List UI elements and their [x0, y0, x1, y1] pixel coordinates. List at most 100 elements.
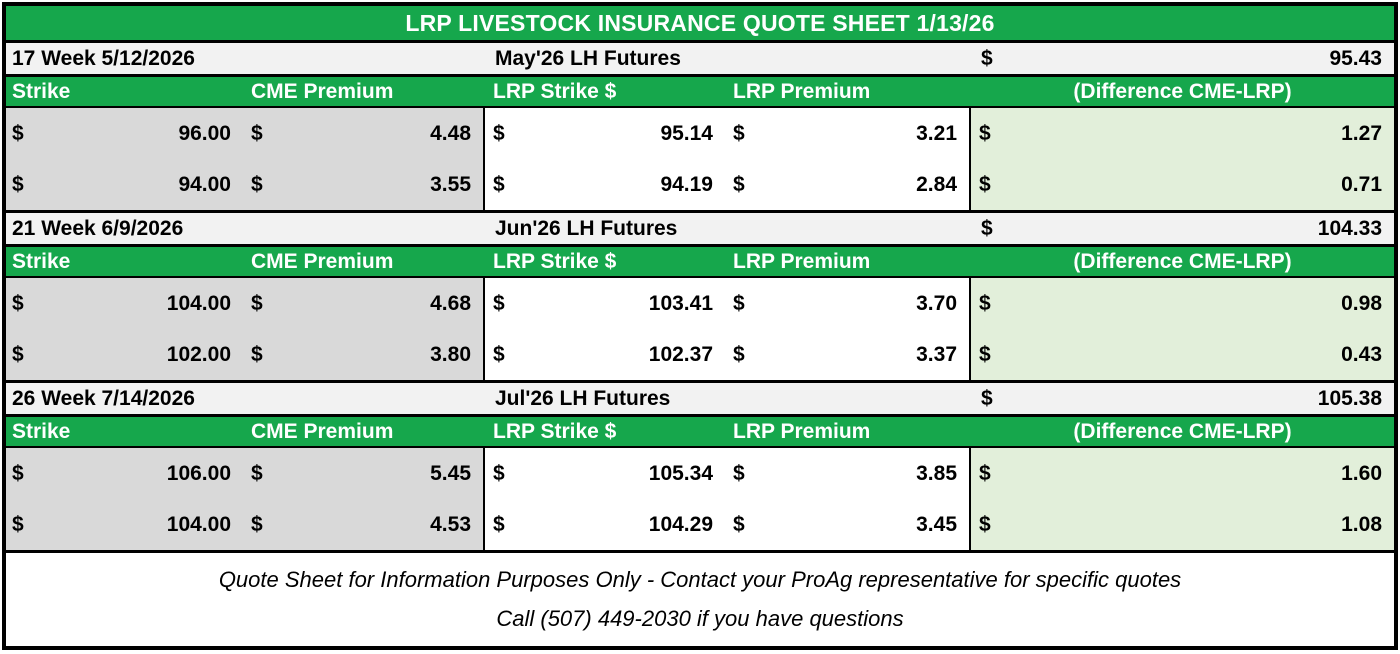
currency-symbol: $	[251, 121, 263, 145]
futures-price: $ 105.38	[971, 387, 1394, 411]
lrp-strike-cell: $ 94.19	[485, 159, 725, 210]
strike-cell: $ 96.00	[6, 108, 243, 159]
currency-symbol: $	[251, 172, 263, 196]
currency-symbol: $	[979, 121, 991, 145]
column-header-cme-premium: CME Premium	[251, 419, 394, 443]
lrp-premium-value: 2.84	[916, 172, 957, 196]
column-header-cme-premium: CME Premium	[251, 79, 394, 103]
currency-symbol: $	[979, 291, 991, 315]
lrp-premium-cell: $ 3.70	[725, 278, 971, 329]
futures-label: Jun'26 LH Futures	[495, 216, 678, 240]
currency-symbol: $	[733, 342, 745, 366]
cme-premium-cell: $ 5.45	[243, 448, 485, 499]
currency-symbol: $	[733, 512, 745, 536]
difference-cell: $ 1.60	[971, 448, 1394, 499]
lrp-premium-cell: $ 3.21	[725, 108, 971, 159]
lrp-strike-cell: $ 102.37	[485, 329, 725, 380]
column-header-lrp-strike: LRP Strike $	[493, 419, 617, 443]
lrp-premium-value: 3.21	[916, 121, 957, 145]
futures-price: $ 95.43	[971, 47, 1394, 71]
difference-cell: $ 1.27	[971, 108, 1394, 159]
currency-symbol: $	[979, 512, 991, 536]
column-header-cme-premium: CME Premium	[251, 249, 394, 273]
cme-premium-value: 4.68	[430, 291, 471, 315]
footer: Quote Sheet for Information Purposes Onl…	[6, 553, 1394, 646]
strike-cell: $ 104.00	[6, 278, 243, 329]
cme-premium-cell: $ 4.53	[243, 499, 485, 550]
futures-price-value: 104.33	[1317, 216, 1382, 240]
week-label: 17 Week 5/12/2026	[12, 46, 195, 70]
cme-premium-cell: $ 4.68	[243, 278, 485, 329]
difference-value: 1.08	[1341, 512, 1382, 536]
futures-label: May'26 LH Futures	[495, 46, 681, 70]
strike-value: 94.00	[178, 172, 231, 196]
lrp-strike-value: 104.29	[648, 512, 713, 536]
currency-symbol: $	[493, 512, 505, 536]
footer-phone: Call (507) 449-2030 if you have question…	[496, 606, 904, 632]
lrp-strike-cell: $ 104.29	[485, 499, 725, 550]
lrp-premium-value: 3.85	[916, 461, 957, 485]
footer-disclaimer: Quote Sheet for Information Purposes Onl…	[218, 566, 1182, 592]
lrp-premium-cell: $ 3.37	[725, 329, 971, 380]
futures-label: Jul'26 LH Futures	[495, 386, 671, 410]
column-header-lrp-strike: LRP Strike $	[493, 79, 617, 103]
currency-symbol: $	[12, 342, 24, 366]
futures-price-value: 105.38	[1317, 386, 1382, 410]
futures-price: $ 104.33	[971, 217, 1394, 241]
cme-premium-value: 3.55	[430, 172, 471, 196]
cme-premium-value: 5.45	[430, 461, 471, 485]
cme-premium-value: 4.53	[430, 512, 471, 536]
currency-symbol: $	[981, 46, 993, 70]
currency-symbol: $	[733, 291, 745, 315]
currency-symbol: $	[251, 342, 263, 366]
strike-cell: $ 94.00	[6, 159, 243, 210]
lrp-premium-value: 3.45	[916, 512, 957, 536]
lrp-premium-cell: $ 3.85	[725, 448, 971, 499]
section-3-data-block: $ 106.00 $ 104.00 $ 5.45 $ 4.53 $ 105.34…	[6, 448, 1394, 553]
column-header-lrp-premium: LRP Premium	[733, 79, 871, 103]
cme-premium-cell: $ 3.55	[243, 159, 485, 210]
section-2-column-header-row: Strike CME Premium LRP Strike $ LRP Prem…	[6, 247, 1394, 278]
currency-symbol: $	[251, 291, 263, 315]
currency-symbol: $	[979, 172, 991, 196]
difference-cell: $ 0.71	[971, 159, 1394, 210]
currency-symbol: $	[493, 291, 505, 315]
lrp-strike-value: 105.34	[648, 461, 713, 485]
column-header-strike: Strike	[12, 419, 71, 443]
lrp-strike-value: 103.41	[648, 291, 713, 315]
section-3-header-row: 26 Week 7/14/2026 Jul'26 LH Futures $ 10…	[6, 383, 1394, 417]
difference-cell: $ 1.08	[971, 499, 1394, 550]
cme-premium-cell: $ 4.48	[243, 108, 485, 159]
difference-value: 0.43	[1341, 342, 1382, 366]
section-2-data-block: $ 104.00 $ 102.00 $ 4.68 $ 3.80 $ 103.41…	[6, 278, 1394, 383]
lrp-strike-value: 95.14	[660, 121, 713, 145]
strike-cell: $ 102.00	[6, 329, 243, 380]
currency-symbol: $	[12, 291, 24, 315]
week-label: 21 Week 6/9/2026	[12, 216, 184, 240]
currency-symbol: $	[251, 512, 263, 536]
column-header-lrp-premium: LRP Premium	[733, 249, 871, 273]
column-header-difference: (Difference CME-LRP)	[1073, 79, 1292, 103]
column-header-lrp-strike: LRP Strike $	[493, 249, 617, 273]
difference-value: 1.60	[1341, 461, 1382, 485]
strike-value: 104.00	[166, 512, 231, 536]
difference-value: 1.27	[1341, 121, 1382, 145]
lrp-premium-value: 3.70	[916, 291, 957, 315]
lrp-premium-value: 3.37	[916, 342, 957, 366]
difference-cell: $ 0.98	[971, 278, 1394, 329]
difference-value: 0.71	[1341, 172, 1382, 196]
cme-premium-value: 3.80	[430, 342, 471, 366]
cme-premium-value: 4.48	[430, 121, 471, 145]
section-1-data-block: $ 96.00 $ 94.00 $ 4.48 $ 3.55 $ 95.14 $ …	[6, 108, 1394, 213]
lrp-strike-cell: $ 95.14	[485, 108, 725, 159]
section-1-column-header-row: Strike CME Premium LRP Strike $ LRP Prem…	[6, 77, 1394, 108]
sheet-title-bar: LRP LIVESTOCK INSURANCE QUOTE SHEET 1/13…	[6, 6, 1394, 43]
currency-symbol: $	[12, 121, 24, 145]
strike-value: 104.00	[166, 291, 231, 315]
difference-value: 0.98	[1341, 291, 1382, 315]
strike-value: 102.00	[166, 342, 231, 366]
currency-symbol: $	[493, 121, 505, 145]
currency-symbol: $	[493, 461, 505, 485]
column-header-difference: (Difference CME-LRP)	[1073, 249, 1292, 273]
